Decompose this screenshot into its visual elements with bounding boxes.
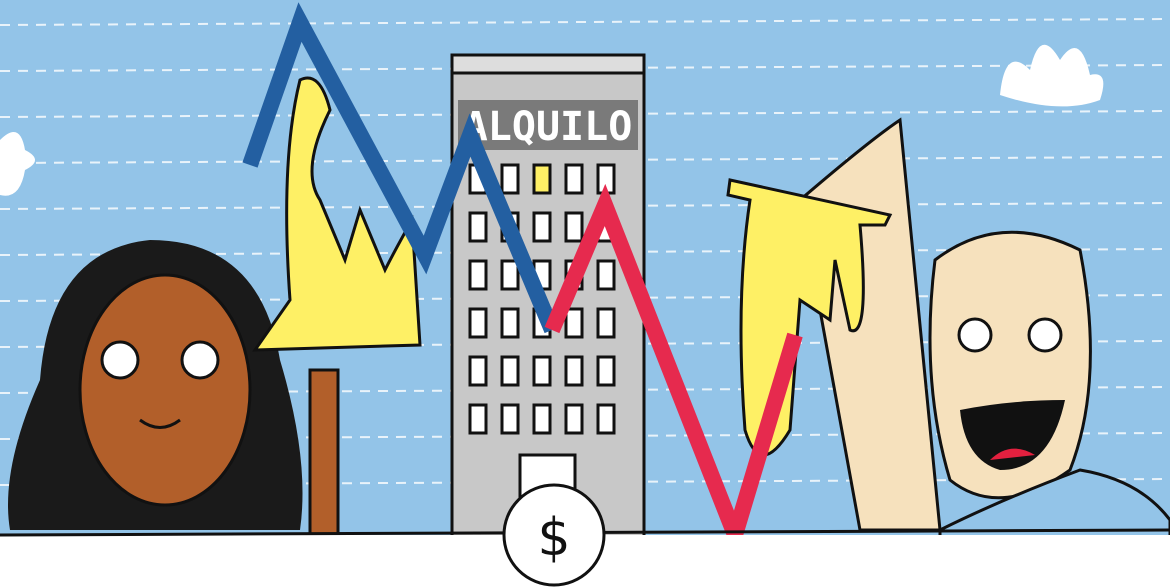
- shirt: [938, 468, 1170, 542]
- window: [564, 307, 584, 339]
- window: [596, 403, 616, 435]
- window: [500, 259, 520, 291]
- window: [532, 403, 552, 435]
- coin: [502, 483, 606, 587]
- mouth: [960, 400, 1065, 470]
- cloud: [1000, 44, 1104, 107]
- window: [500, 307, 520, 339]
- window: [468, 403, 488, 435]
- window: [564, 211, 584, 243]
- dash-line: [0, 18, 1170, 26]
- eye: [1027, 317, 1063, 353]
- window: [468, 259, 488, 291]
- window: [596, 307, 616, 339]
- window: [468, 211, 488, 243]
- window: [500, 163, 520, 195]
- window: [532, 163, 552, 195]
- coin-symbol: $: [537, 508, 570, 568]
- blue-line: [242, 2, 560, 334]
- window: [564, 355, 584, 387]
- eye: [180, 340, 220, 380]
- face: [78, 273, 252, 507]
- arm: [308, 368, 340, 537]
- window: [468, 355, 488, 387]
- window: [532, 211, 552, 243]
- window: [500, 403, 520, 435]
- window: [468, 307, 488, 339]
- window: [596, 355, 616, 387]
- red-line: [544, 183, 803, 560]
- roof: [450, 53, 646, 75]
- foam-hand: [252, 76, 422, 352]
- window: [564, 403, 584, 435]
- mouth: [139, 418, 181, 429]
- sign-text: ALQUILO: [464, 104, 633, 150]
- eye: [957, 317, 993, 353]
- window: [596, 259, 616, 291]
- sign-board: [458, 100, 638, 150]
- window: [564, 163, 584, 195]
- cloud: [0, 132, 35, 196]
- eye: [100, 340, 140, 380]
- window: [500, 355, 520, 387]
- tongue: [990, 448, 1035, 460]
- window: [532, 355, 552, 387]
